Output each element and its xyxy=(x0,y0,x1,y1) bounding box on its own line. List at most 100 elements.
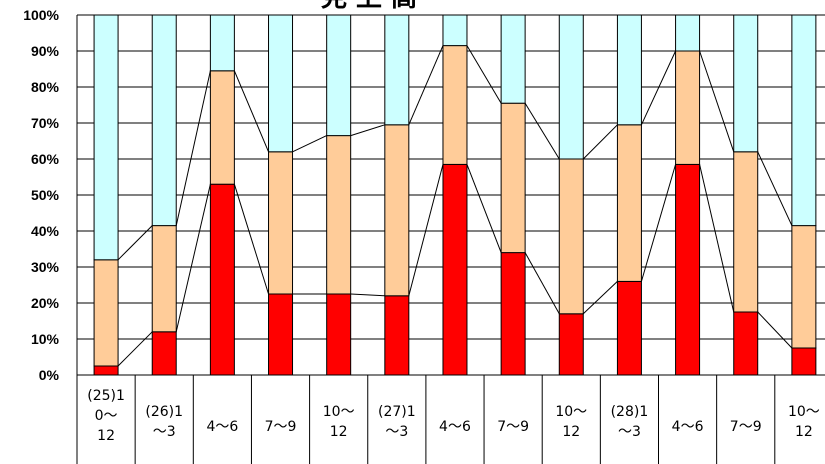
series-line xyxy=(582,281,618,315)
x-tick-label: (26)1 xyxy=(145,404,183,420)
y-tick-label: 80% xyxy=(31,79,60,95)
x-tick-label: 4～6 xyxy=(206,419,238,435)
bar-segment xyxy=(384,295,410,376)
series-line xyxy=(640,164,677,282)
series-line xyxy=(350,124,385,137)
bar-segment xyxy=(326,135,352,295)
x-tick-label: 12 xyxy=(330,424,348,440)
series-line xyxy=(408,45,444,125)
bar-segment xyxy=(209,70,235,185)
chart-title: 見 上 高 xyxy=(321,0,417,13)
y-tick-label: 100% xyxy=(23,7,59,23)
axes xyxy=(76,15,825,464)
series-line xyxy=(524,252,560,315)
bar-segment xyxy=(151,14,177,227)
bar-segment xyxy=(326,293,352,376)
bar-segment xyxy=(384,124,410,297)
bar-segment xyxy=(209,183,235,376)
series-line xyxy=(175,184,211,332)
y-tick-label: 10% xyxy=(31,331,60,347)
bar-segment xyxy=(500,252,526,376)
series-line xyxy=(233,184,270,295)
series-line xyxy=(466,164,502,253)
series-line xyxy=(117,225,153,261)
y-tick-label: 90% xyxy=(31,43,60,59)
series-line xyxy=(466,45,502,104)
x-tick-label: 7～9 xyxy=(497,419,529,435)
bar-segment xyxy=(209,14,235,72)
x-tick-label: 10～ xyxy=(788,404,820,420)
x-tick-label: 4～6 xyxy=(672,419,704,435)
bar-segment xyxy=(442,14,468,47)
bar-segment xyxy=(791,347,817,376)
series-lines xyxy=(117,45,793,367)
bar-segment xyxy=(675,50,701,165)
x-tick-label: (27)1 xyxy=(378,404,416,420)
x-tick-labels: (25)1 0～ 12 (26)1 ～3 4～6 7～9 10～ 12 (27)1 ～3 4～6 7～9… xyxy=(87,388,820,444)
series-line xyxy=(757,151,793,226)
y-tick-label: 70% xyxy=(31,115,60,131)
x-tick-label: ～3 xyxy=(153,424,176,440)
x-tick-label: 4～6 xyxy=(439,419,471,435)
series-line xyxy=(292,135,327,153)
bar-segment xyxy=(616,14,642,126)
series-line xyxy=(699,50,735,152)
bar-segment xyxy=(500,102,526,254)
series-line xyxy=(524,102,560,160)
bar-segment xyxy=(268,151,294,295)
x-tick-label: 12 xyxy=(97,428,115,444)
bar-segment xyxy=(268,293,294,376)
series-line xyxy=(699,164,735,313)
bar-segment xyxy=(93,365,119,376)
x-tick-label: 10～ xyxy=(323,404,355,420)
y-tick-label: 40% xyxy=(31,223,60,239)
bars xyxy=(93,14,817,376)
bar-segment xyxy=(151,225,177,333)
series-line xyxy=(117,331,153,367)
x-tick-label: 12 xyxy=(562,424,580,440)
x-tick-label: 10～ xyxy=(555,404,587,420)
series-line xyxy=(408,164,444,296)
bar-segment xyxy=(442,45,468,165)
bar-segment xyxy=(500,14,526,104)
x-tick-label: 7～9 xyxy=(265,419,297,435)
x-tick-label: 12 xyxy=(795,424,813,440)
y-tick-label: 50% xyxy=(31,187,60,203)
bar-segment xyxy=(616,280,642,376)
bar-segment xyxy=(151,331,177,376)
bar-segment xyxy=(558,14,584,160)
bar-segment xyxy=(93,14,119,261)
series-line xyxy=(640,50,677,126)
bar-segment xyxy=(791,225,817,349)
x-tick-label: ～3 xyxy=(618,424,641,440)
bar-segment xyxy=(558,313,584,376)
series-line xyxy=(233,70,269,152)
bar-segment xyxy=(733,311,759,376)
series-line xyxy=(350,293,385,297)
y-tick-label: 20% xyxy=(31,295,60,311)
bar-segment xyxy=(326,14,352,137)
bar-segment xyxy=(558,158,584,315)
bar-segment xyxy=(675,14,701,52)
x-tick-label: ～3 xyxy=(385,424,408,440)
y-tick-labels: 0% 10% 20% 30% 40% 50% 60% 70% 80% 90% 100% xyxy=(23,7,59,383)
series-line xyxy=(757,311,793,349)
bar-segment xyxy=(616,124,642,282)
bar-segment xyxy=(268,14,294,153)
series-line xyxy=(175,70,211,226)
x-tick-label: (25)1 xyxy=(87,388,125,404)
x-tick-label: 0～ xyxy=(95,408,118,424)
bar-segment xyxy=(442,163,468,376)
y-tick-label: 60% xyxy=(31,151,60,167)
bar-segment xyxy=(733,14,759,153)
bar-segment xyxy=(93,259,119,367)
x-tick-label: (28)1 xyxy=(611,404,649,420)
bar-segment xyxy=(675,163,701,376)
bar-segment xyxy=(384,14,410,126)
bar-segment xyxy=(733,151,759,313)
bar-segment xyxy=(791,14,817,227)
x-tick-label: 7～9 xyxy=(730,419,762,435)
y-tick-label: 30% xyxy=(31,259,60,275)
series-line xyxy=(582,124,618,160)
